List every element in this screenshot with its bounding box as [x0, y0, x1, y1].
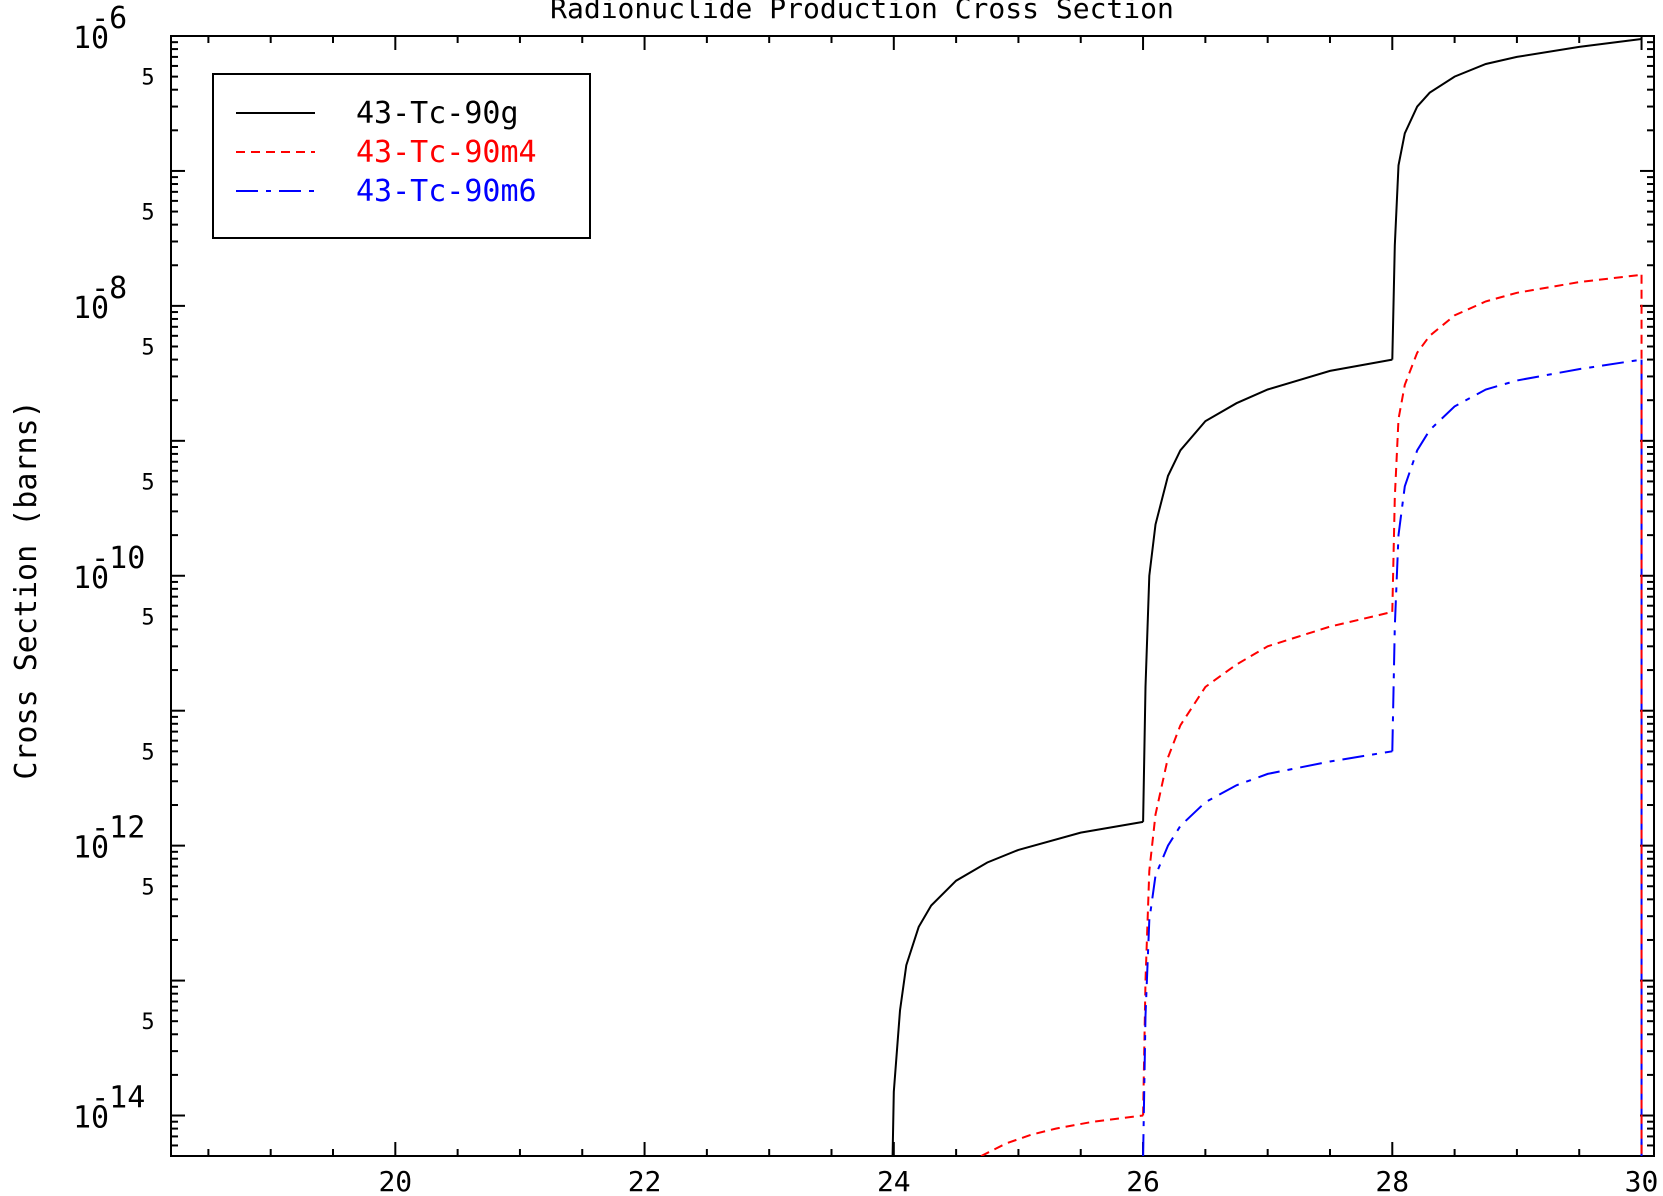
- y-minor-label: 5: [141, 605, 154, 630]
- series-layer: [891, 38, 1643, 1156]
- series-line-segment: [1142, 358, 1393, 822]
- y-decade-label: 10-8: [73, 271, 127, 326]
- y-decade-label: 10-14: [73, 1081, 145, 1136]
- axes-layer: 20 22 24 26 28 30 10-6 10-8 10-10 10-12 10-14 5 5 5 5 5…: [73, 1, 1658, 1196]
- x-tick-label: 20: [378, 1165, 412, 1196]
- y-minor-label: 5: [141, 66, 154, 91]
- y-decade-label: 10-6: [73, 1, 127, 56]
- y-minor-label: 5: [141, 1010, 154, 1035]
- y-minor-label: 5: [141, 201, 154, 226]
- series-line-segment: [1391, 38, 1642, 360]
- series-line-segment: [1142, 610, 1393, 1116]
- x-tick-label: 30: [1625, 1165, 1659, 1196]
- y-axis-label: Cross Section (barns): [9, 400, 44, 779]
- legend: 43-Tc-90g 43-Tc-90m4 43-Tc-90m6: [212, 73, 591, 239]
- series-1: [891, 38, 1642, 1156]
- x-tick-label: 26: [1126, 1165, 1160, 1196]
- y-minor-label: 5: [141, 470, 154, 495]
- legend-label: 43-Tc-90m4: [356, 135, 537, 170]
- legend-box: [212, 73, 591, 239]
- series-line-segment: [980, 1114, 1144, 1156]
- legend-label: 43-Tc-90g: [356, 96, 519, 131]
- x-tick-label: 24: [877, 1165, 911, 1196]
- y-minor-label: 5: [141, 875, 154, 900]
- y-decade-label: 10-12: [73, 811, 145, 866]
- y-decade-label: 10-10: [73, 541, 145, 596]
- legend-label: 43-Tc-90m6: [356, 174, 537, 209]
- y-minor-label: 5: [141, 740, 154, 765]
- y-minor-label: 5: [141, 336, 154, 361]
- series-2: [980, 273, 1642, 1156]
- series-line-segment: [891, 820, 1144, 1156]
- x-tick-label: 28: [1375, 1165, 1409, 1196]
- series-line-segment: [1142, 750, 1393, 1156]
- x-tick-label: 22: [628, 1165, 662, 1196]
- chart-title: Radionuclide Production Cross Section: [550, 0, 1174, 25]
- series-line-segment: [1391, 273, 1642, 612]
- series-line-segment: [1391, 358, 1642, 752]
